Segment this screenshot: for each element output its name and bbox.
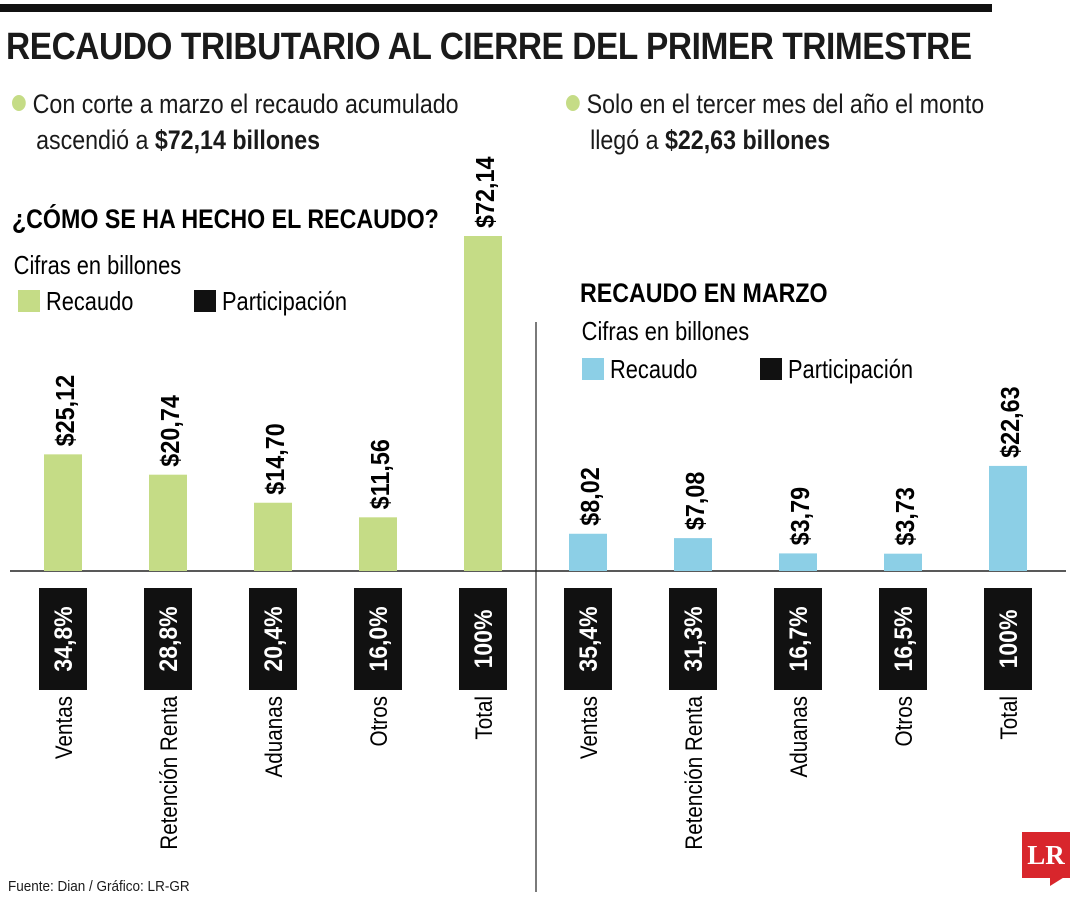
bar-value-label: $3,79 [787,487,815,546]
share-box [669,588,717,690]
lr-logo: LR [1022,832,1074,886]
bar-value-label: $25,12 [52,375,80,447]
bullet-line: ascendió a [36,125,155,155]
bullet-dot-icon [566,95,580,111]
bar-value-label: $14,70 [262,423,290,495]
category-label: Total [471,696,498,740]
share-label: 100% [995,610,1023,669]
category-label: Total [996,696,1023,740]
share-box [144,588,192,690]
chart-subtitle: Cifras en billones [14,251,181,280]
category-label: Otros [366,696,393,746]
bar [254,502,292,571]
legend-label: Participación [788,355,913,384]
legend-label: Participación [222,287,347,316]
share-label: 100% [470,610,498,669]
share-box [249,588,297,690]
share-label: 35,4% [575,606,603,671]
bar-value-label: $7,08 [682,472,710,531]
source-footer: Fuente: Dian / Gráfico: LR-GR [8,878,190,895]
category-label: Otros [891,696,918,746]
bar [674,538,712,571]
bullet-dot-icon [12,95,26,111]
legend-label: Recaudo [610,355,697,384]
category-label: Aduanas [261,696,288,777]
share-label: 16,5% [890,606,918,671]
legend-label: Recaudo [46,287,133,316]
bar-value-label: $22,63 [997,386,1025,458]
bar-value-label: $8,02 [577,467,605,526]
share-label: 20,4% [260,606,288,671]
share-box [39,588,87,690]
bar-value-label: $20,74 [157,395,185,467]
bar [44,454,82,571]
share-box [879,588,927,690]
share-box [774,588,822,690]
bar [569,533,607,571]
top-rule [0,4,992,12]
chart-subtitle: Cifras en billones [582,317,749,346]
logo-text: LR [1022,832,1070,878]
share-box [984,588,1032,690]
category-label: Ventas [51,696,78,759]
bar-value-label: $11,56 [367,439,395,509]
bullet-march: Solo en el tercer mes del año el monto l… [566,86,984,158]
bullet-amount: $72,14 billones [154,125,321,155]
bullet-line: Solo en el tercer mes del año el monto [586,89,985,119]
page-title: RECAUDO TRIBUTARIO AL CIERRE DEL PRIMER … [6,26,972,68]
share-box [564,588,612,690]
legend-swatch [18,290,40,312]
bar [884,553,922,571]
chart-title: RECAUDO EN MARZO [580,278,828,308]
category-label: Retención Renta [681,695,708,849]
bar-value-label: $72,14 [472,156,500,228]
bar [779,553,817,571]
share-box [354,588,402,690]
share-label: 16,7% [785,606,813,671]
logo-tail [1050,876,1066,886]
bullet-line: llegó a [590,125,665,155]
bar [989,465,1027,571]
share-label: 31,3% [680,606,708,671]
bar [359,517,397,571]
bar [464,236,502,571]
legend-swatch [194,290,216,312]
category-label: Ventas [576,696,603,759]
bullet-line: Con corte a marzo el recaudo acumulado [32,89,459,119]
bar [149,474,187,571]
bullet-accumulated: Con corte a marzo el recaudo acumulado a… [12,86,459,158]
legend-swatch [760,358,782,380]
bar-value-label: $3,73 [892,487,920,546]
bullet-amount: $22,63 billones [664,125,831,155]
share-label: 34,8% [50,606,78,671]
share-label: 28,8% [155,606,183,671]
legend-swatch [582,358,604,380]
chart-title: ¿CÓMO SE HA HECHO EL RECAUDO? [12,202,439,234]
share-box [459,588,507,690]
share-label: 16,0% [365,606,393,671]
category-label: Aduanas [786,696,813,777]
category-label: Retención Renta [156,695,183,849]
